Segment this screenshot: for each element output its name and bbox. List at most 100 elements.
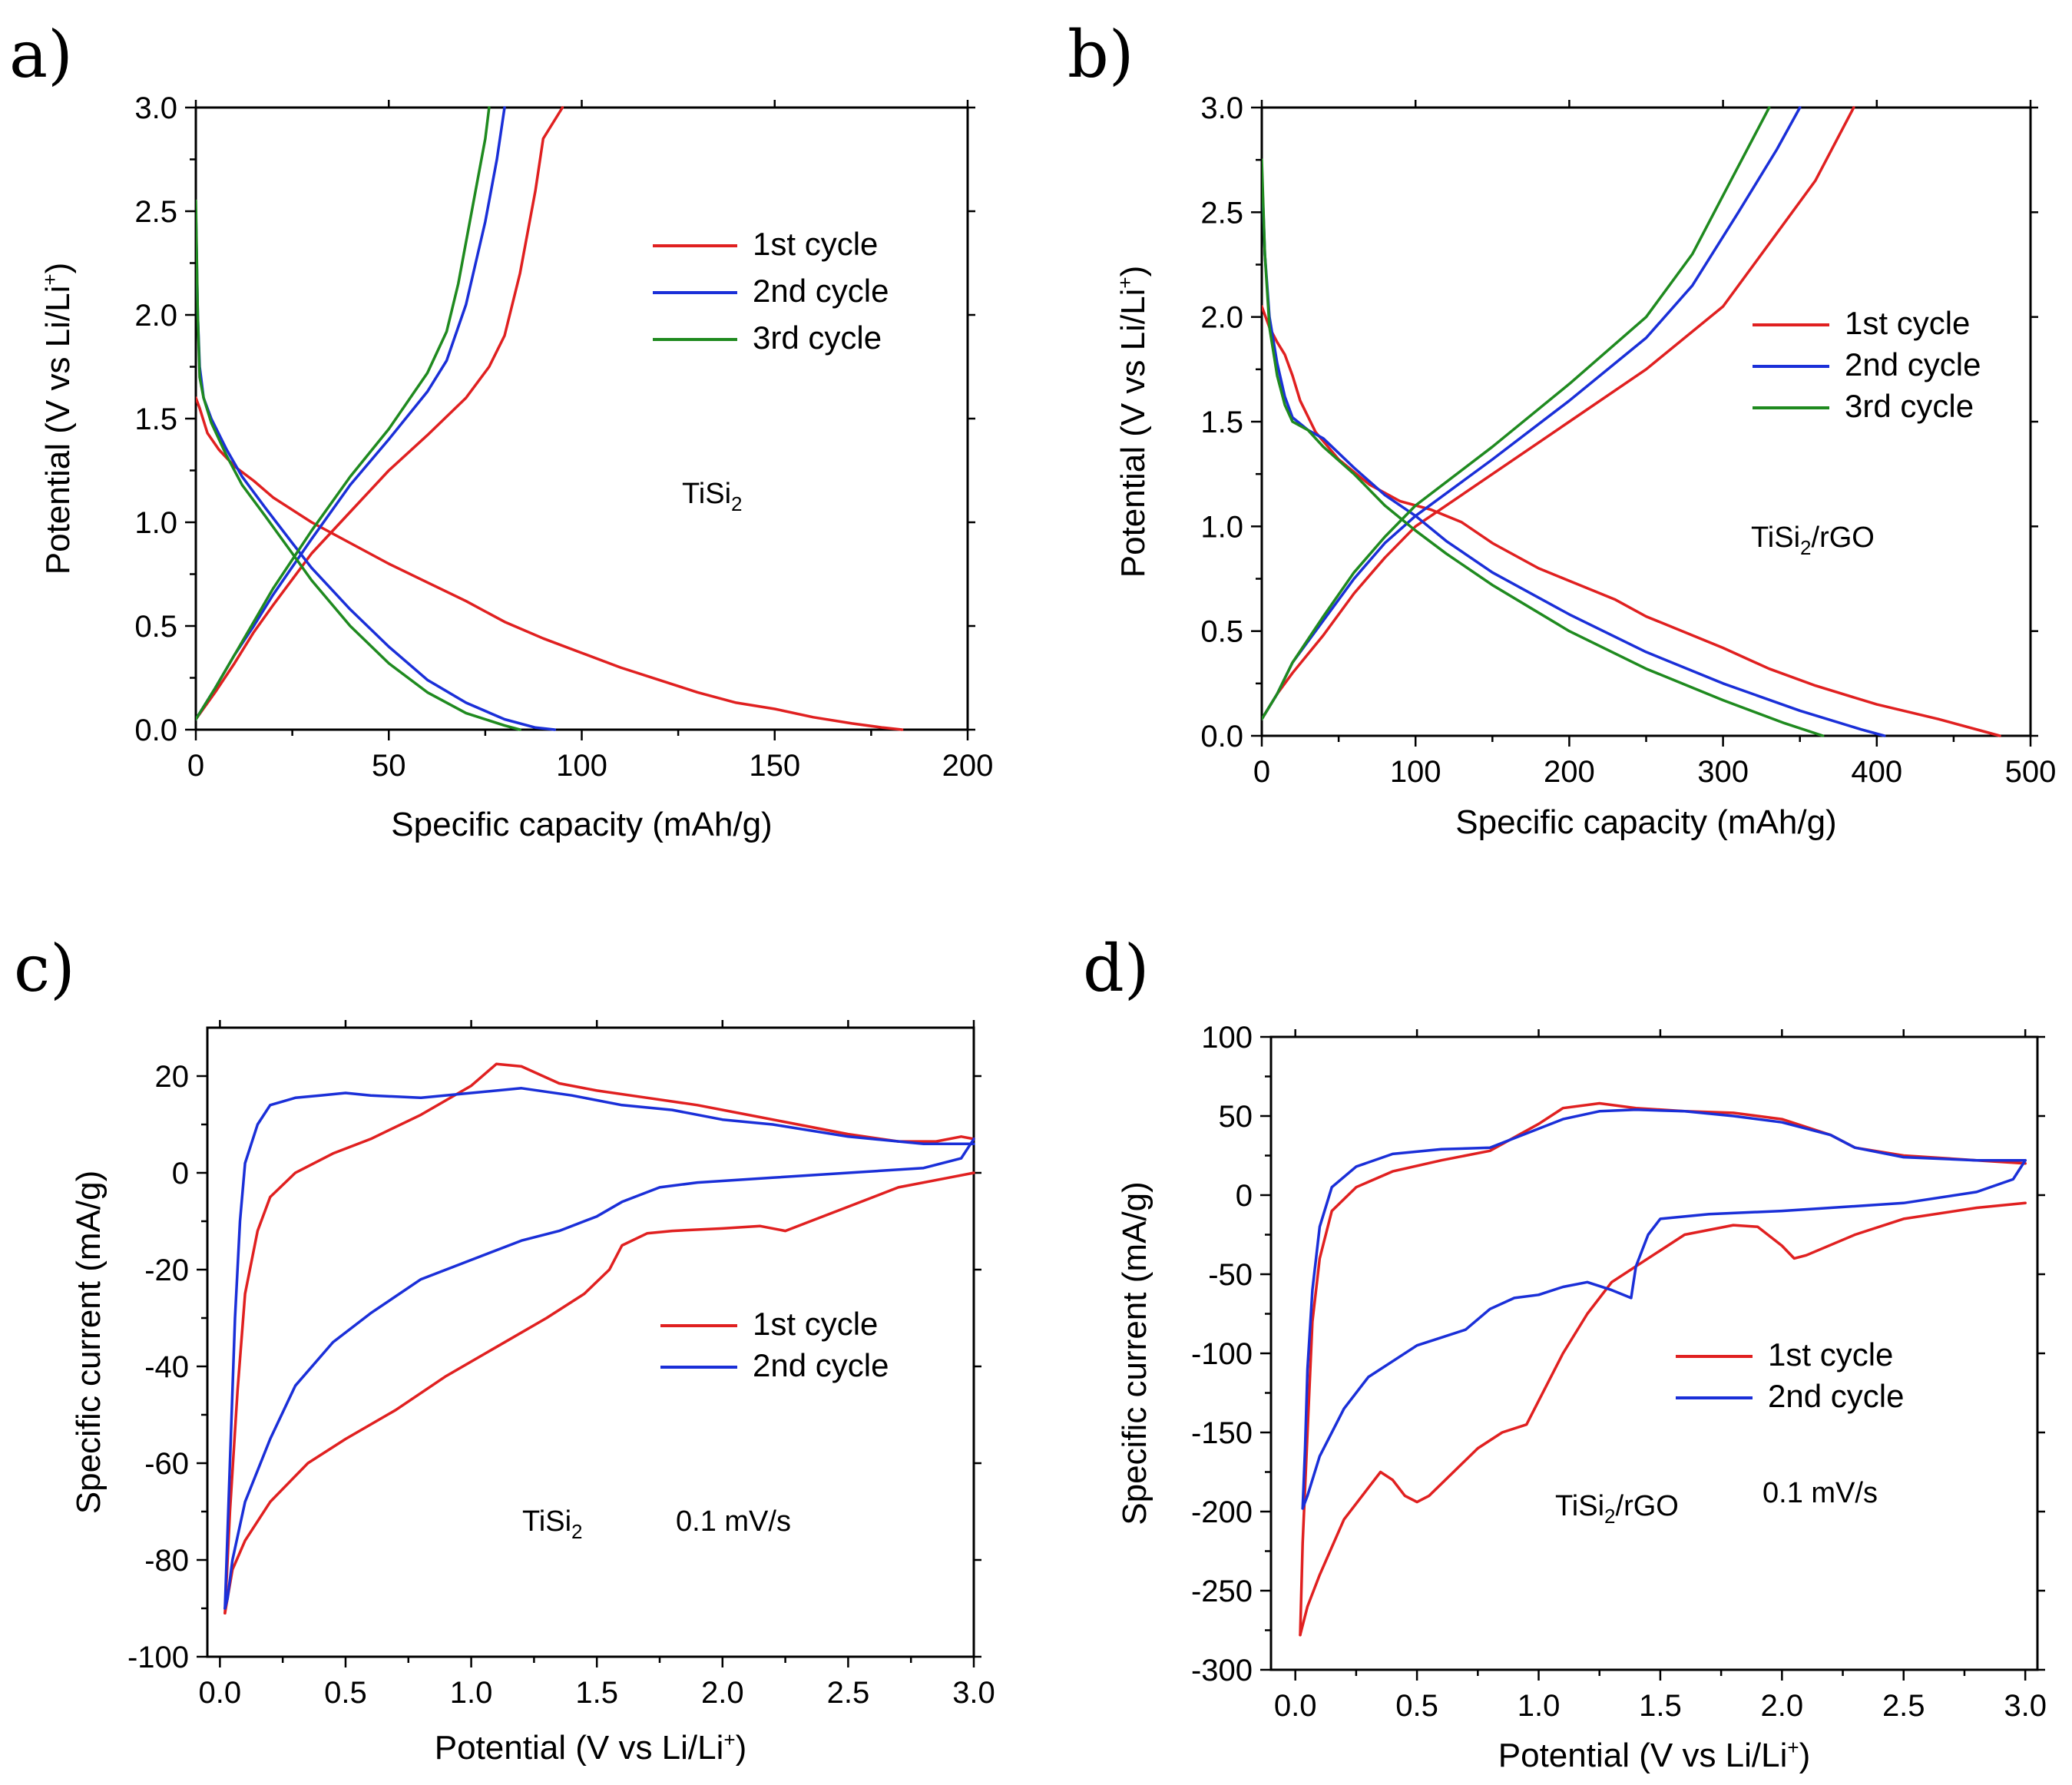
- series-1: [223, 1062, 975, 1615]
- x-tick-label: 500: [2005, 755, 2057, 789]
- panel-c: c) 0.0 0.5 1.0 1.5 2.0 2.5 3.0 -100 -80 -60 -40 -20 0…: [14, 931, 995, 1767]
- x-tick-label: 2.5: [1882, 1689, 1925, 1723]
- x-tick-label: 0: [1253, 755, 1270, 789]
- series-line: [1262, 106, 1802, 720]
- x-tick-label: 1.0: [450, 1676, 493, 1710]
- series-line: [1301, 1108, 2027, 1510]
- x-tick-label: 100: [556, 749, 607, 783]
- y-tick-label: 1.0: [1200, 510, 1243, 544]
- plot-frame: [194, 106, 969, 731]
- panel-label: a): [9, 17, 73, 92]
- series-3: [196, 106, 521, 731]
- x-tick-label: 1.5: [1639, 1689, 1682, 1723]
- material-annotation: TiSi2: [522, 1505, 583, 1543]
- x-tick-label: 0.5: [324, 1676, 367, 1710]
- y-tick-label: -40: [144, 1350, 189, 1384]
- x-tick-label: 0.0: [199, 1676, 242, 1710]
- y-tick-label: 3.0: [134, 91, 177, 125]
- x-tick-label: 3.0: [952, 1676, 995, 1710]
- series-line: [223, 1138, 975, 1610]
- legend-label: 2nd cycle: [753, 1347, 889, 1383]
- y-tick-label: 1.0: [134, 506, 177, 540]
- series-line: [196, 106, 564, 721]
- y-tick-label: 1.5: [1200, 406, 1243, 439]
- y-tick-label: -150: [1191, 1416, 1253, 1450]
- x-tick-label: 200: [1544, 755, 1595, 789]
- y-tick-label: 0.0: [134, 714, 177, 747]
- series-line: [196, 199, 521, 731]
- series-line: [1262, 305, 2001, 737]
- series-line: [196, 106, 491, 721]
- series-2: [1262, 106, 1886, 737]
- panel-label: d): [1083, 931, 1150, 1006]
- y-tick-label: -80: [144, 1544, 189, 1578]
- legend-label: 3rd cycle: [753, 320, 882, 356]
- legend-label: 1st cycle: [1768, 1336, 1893, 1373]
- series-line: [1262, 169, 1886, 737]
- scan-rate-annotation: 0.1 mV/s: [676, 1505, 791, 1538]
- plot-frame: [206, 1026, 975, 1658]
- series-line: [223, 1062, 975, 1615]
- panel-b: b) 0 100 200 300 400 500 0.0 0.5 1.0 1.5 2.0 2.5 3.0 S…: [1067, 17, 2056, 841]
- plot-frame: [1269, 1035, 2039, 1671]
- x-axis-title: Potential (V vs Li/Li+): [435, 1728, 746, 1767]
- series-line: [1299, 1101, 2027, 1637]
- legend-label: 1st cycle: [753, 1306, 878, 1342]
- material-annotation: TiSi2/rGO: [1751, 522, 1875, 559]
- series-line: [196, 396, 904, 731]
- series-1: [1262, 106, 2001, 737]
- y-axis-title: Specific current (mA/g): [1116, 1181, 1154, 1525]
- y-tick-label: 2.0: [1200, 301, 1243, 335]
- scan-rate-annotation: 0.1 mV/s: [1763, 1477, 1878, 1509]
- series-3: [1262, 106, 1825, 737]
- panel-label: c): [14, 931, 75, 1006]
- y-tick-label: 0.5: [134, 610, 177, 644]
- legend-label: 2nd cycle: [1768, 1378, 1904, 1414]
- y-tick-label: 0.5: [1200, 615, 1243, 649]
- y-axis-title: Potential (V vs Li/Li+): [1114, 266, 1152, 578]
- x-tick-label: 1.5: [575, 1676, 618, 1710]
- legend-label: 2nd cycle: [1845, 346, 1981, 382]
- y-tick-label: 0: [1236, 1179, 1253, 1213]
- legend-label: 2nd cycle: [753, 273, 889, 309]
- panel-a: a) 0 50 100 150 200 0.0 0.5 1.0 1.5 2.0 2.5 3.0 Speci…: [9, 17, 993, 843]
- series-line: [223, 1171, 975, 1615]
- x-tick-label: 100: [1390, 755, 1441, 789]
- series-line: [223, 1087, 975, 1610]
- series-line: [1262, 158, 1825, 737]
- y-axis-title: Specific current (mA/g): [70, 1171, 108, 1514]
- y-tick-label: 0: [172, 1157, 189, 1191]
- series-1: [196, 106, 904, 731]
- y-tick-label: 20: [155, 1060, 190, 1094]
- panel-d: d) 0.0 0.5 1.0 1.5 2.0 2.5 3.0 -300 -250 -200 -150 -…: [1083, 931, 2047, 1774]
- y-tick-label: -100: [1191, 1337, 1253, 1371]
- legend-label: 1st cycle: [1845, 305, 1970, 341]
- y-tick-label: 100: [1201, 1021, 1253, 1055]
- panel-label: b): [1067, 17, 1134, 92]
- x-axis-title: Potential (V vs Li/Li+): [1498, 1736, 1810, 1774]
- material-annotation: TiSi2/rGO: [1555, 1490, 1679, 1528]
- x-tick-label: 150: [749, 749, 800, 783]
- x-tick-label: 50: [372, 749, 406, 783]
- y-tick-label: -20: [144, 1253, 189, 1287]
- y-tick-label: 3.0: [1200, 91, 1243, 125]
- series-line: [1301, 1158, 2027, 1510]
- y-tick-label: 2.5: [134, 195, 177, 229]
- y-tick-label: 1.5: [134, 402, 177, 436]
- y-tick-label: -50: [1208, 1258, 1253, 1292]
- series-1: [1299, 1101, 2027, 1637]
- legend-label: 1st cycle: [753, 226, 878, 262]
- y-tick-label: 50: [1219, 1100, 1253, 1134]
- y-tick-label: -100: [127, 1641, 189, 1674]
- x-tick-label: 400: [1851, 755, 1902, 789]
- series-2: [1301, 1108, 2027, 1510]
- y-tick-label: 0.0: [1200, 720, 1243, 753]
- y-axis-title: Potential (V vs Li/Li+): [38, 263, 77, 575]
- y-tick-label: -200: [1191, 1495, 1253, 1529]
- x-tick-label: 200: [942, 749, 994, 783]
- material-annotation: TiSi2: [682, 478, 743, 515]
- legend-label: 3rd cycle: [1845, 388, 1974, 424]
- series-line: [1299, 1201, 2027, 1637]
- x-tick-label: 300: [1697, 755, 1749, 789]
- x-tick-label: 2.0: [701, 1676, 744, 1710]
